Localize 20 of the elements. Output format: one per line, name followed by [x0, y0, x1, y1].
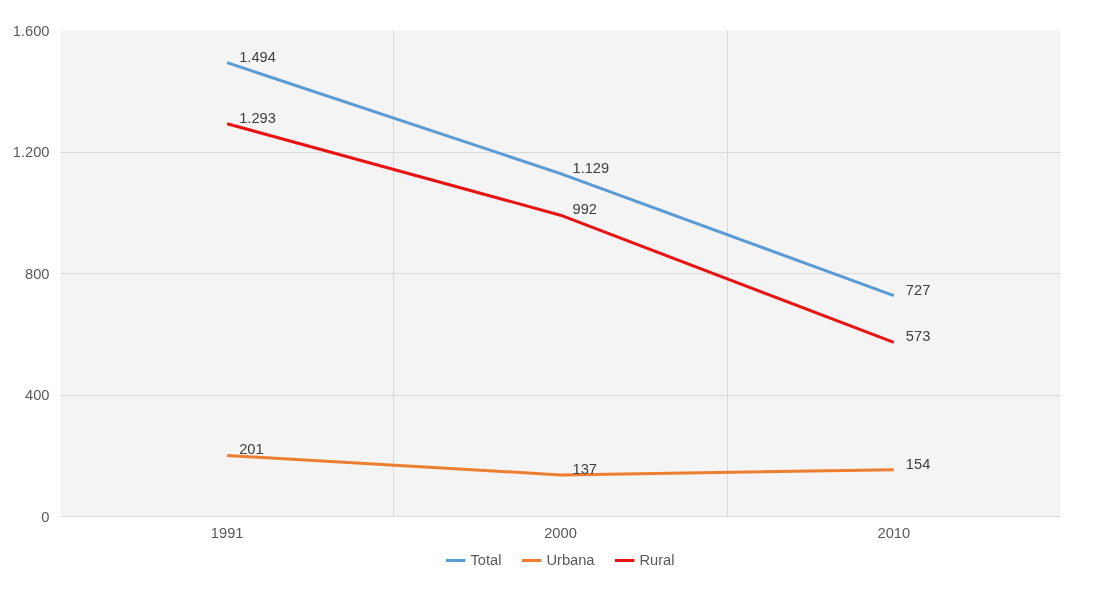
- y-tick-label: 1.200: [12, 144, 50, 160]
- data-label: 992: [572, 201, 597, 218]
- data-label: 1.129: [572, 159, 610, 176]
- data-label: 201: [239, 441, 264, 458]
- data-label: 1.494: [239, 48, 276, 65]
- x-tick-label: 2000: [544, 524, 577, 541]
- legend-label: Rural: [639, 552, 675, 568]
- y-tick-label: 400: [25, 387, 50, 403]
- y-tick-label: 0: [41, 508, 50, 525]
- x-tick-label: 1991: [210, 524, 244, 541]
- data-label: 154: [905, 455, 931, 472]
- data-label: 1.293: [239, 109, 276, 126]
- data-label: 573: [905, 328, 931, 345]
- data-label: 137: [572, 460, 597, 477]
- data-label: 727: [905, 281, 931, 298]
- y-tick-label: 1.600: [12, 22, 50, 39]
- legend-label: Urbana: [546, 552, 595, 568]
- x-tick-label: 2010: [877, 524, 911, 541]
- y-tick-label: 800: [25, 265, 50, 282]
- legend-label: Total: [470, 552, 502, 568]
